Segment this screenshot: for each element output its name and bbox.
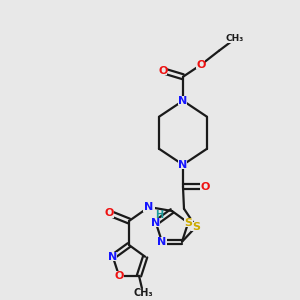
Text: O: O [196,60,206,70]
FancyBboxPatch shape [184,218,193,227]
FancyBboxPatch shape [151,218,160,227]
FancyBboxPatch shape [200,182,209,191]
Text: N: N [151,218,160,228]
Text: CH₃: CH₃ [226,34,244,43]
FancyBboxPatch shape [178,96,188,105]
FancyBboxPatch shape [178,160,188,169]
Text: N: N [178,160,188,170]
FancyBboxPatch shape [158,66,167,75]
Text: N: N [108,252,118,262]
FancyBboxPatch shape [143,202,155,211]
Text: N: N [158,237,166,247]
Text: S: S [192,222,200,232]
FancyBboxPatch shape [196,60,206,69]
Text: S: S [184,218,192,228]
Text: H: H [155,210,163,220]
FancyBboxPatch shape [191,222,200,231]
Text: O: O [104,208,114,218]
Text: N: N [178,96,188,106]
FancyBboxPatch shape [104,208,113,217]
Text: O: O [200,182,210,192]
Text: O: O [114,271,124,281]
Text: O: O [158,66,168,76]
Text: N: N [144,202,154,212]
FancyBboxPatch shape [225,34,245,43]
FancyBboxPatch shape [115,271,124,280]
FancyBboxPatch shape [133,288,153,297]
Text: CH₃: CH₃ [133,288,153,298]
FancyBboxPatch shape [158,237,166,246]
FancyBboxPatch shape [108,252,117,261]
